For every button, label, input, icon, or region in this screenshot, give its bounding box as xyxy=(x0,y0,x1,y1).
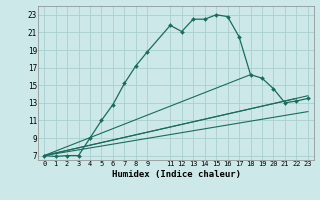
X-axis label: Humidex (Indice chaleur): Humidex (Indice chaleur) xyxy=(111,170,241,179)
